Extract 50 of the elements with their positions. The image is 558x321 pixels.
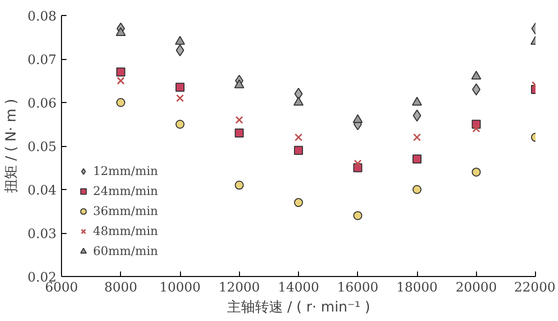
point: [176, 82, 184, 92]
point: [116, 76, 125, 85]
y-tick-label: 0.03: [28, 227, 57, 242]
point: [472, 124, 480, 133]
point: [176, 94, 184, 102]
point: [353, 211, 362, 220]
x-tick-label: 14000: [278, 280, 320, 296]
point: [175, 36, 185, 45]
legend-label: 36mm/min: [93, 204, 158, 218]
y-tick-label: 0.04: [28, 184, 57, 198]
x-tick-label: 20000: [456, 280, 497, 296]
x-tick-label: 18000: [396, 280, 438, 296]
x-tick-label: 16000: [337, 280, 378, 296]
point: [294, 88, 303, 100]
legend-label: 24mm/min: [93, 184, 158, 198]
point: [294, 133, 302, 142]
y-tick-label: 0.06: [28, 96, 57, 112]
point: [234, 180, 244, 190]
point: [294, 96, 304, 106]
point: [412, 96, 422, 106]
point: [176, 44, 184, 56]
point: [412, 185, 422, 194]
point: [116, 98, 126, 107]
point: [471, 70, 482, 80]
point: [234, 79, 244, 88]
x-tick-label: 10000: [159, 280, 201, 296]
legend-label: 48mm/min: [93, 224, 158, 238]
point: [234, 128, 244, 138]
y-tick-label: 0.07: [28, 53, 57, 68]
point: [412, 154, 422, 164]
point: [116, 27, 126, 36]
point: [116, 68, 126, 77]
x-axis-title: 主轴转速 / ( r· min⁻¹ ): [226, 300, 370, 316]
point: [412, 110, 422, 122]
y-tick-label: 0.05: [28, 140, 57, 155]
point: [354, 159, 362, 168]
y-axis-title: 扭矩 / ( N· m ): [4, 98, 20, 194]
point: [176, 120, 184, 129]
x-tick-label: 8000: [104, 280, 138, 296]
x-tick-label: 12000: [218, 280, 260, 296]
legend-label: 12mm/min: [93, 164, 158, 178]
point: [235, 116, 244, 124]
legend-label: 60mm/min: [93, 244, 158, 258]
point: [352, 114, 363, 123]
x-tick-label: 22000: [514, 280, 556, 296]
point: [413, 133, 421, 142]
point: [472, 168, 481, 177]
y-tick-label: 0.08: [28, 10, 57, 24]
point: [294, 146, 303, 155]
point: [294, 198, 303, 208]
